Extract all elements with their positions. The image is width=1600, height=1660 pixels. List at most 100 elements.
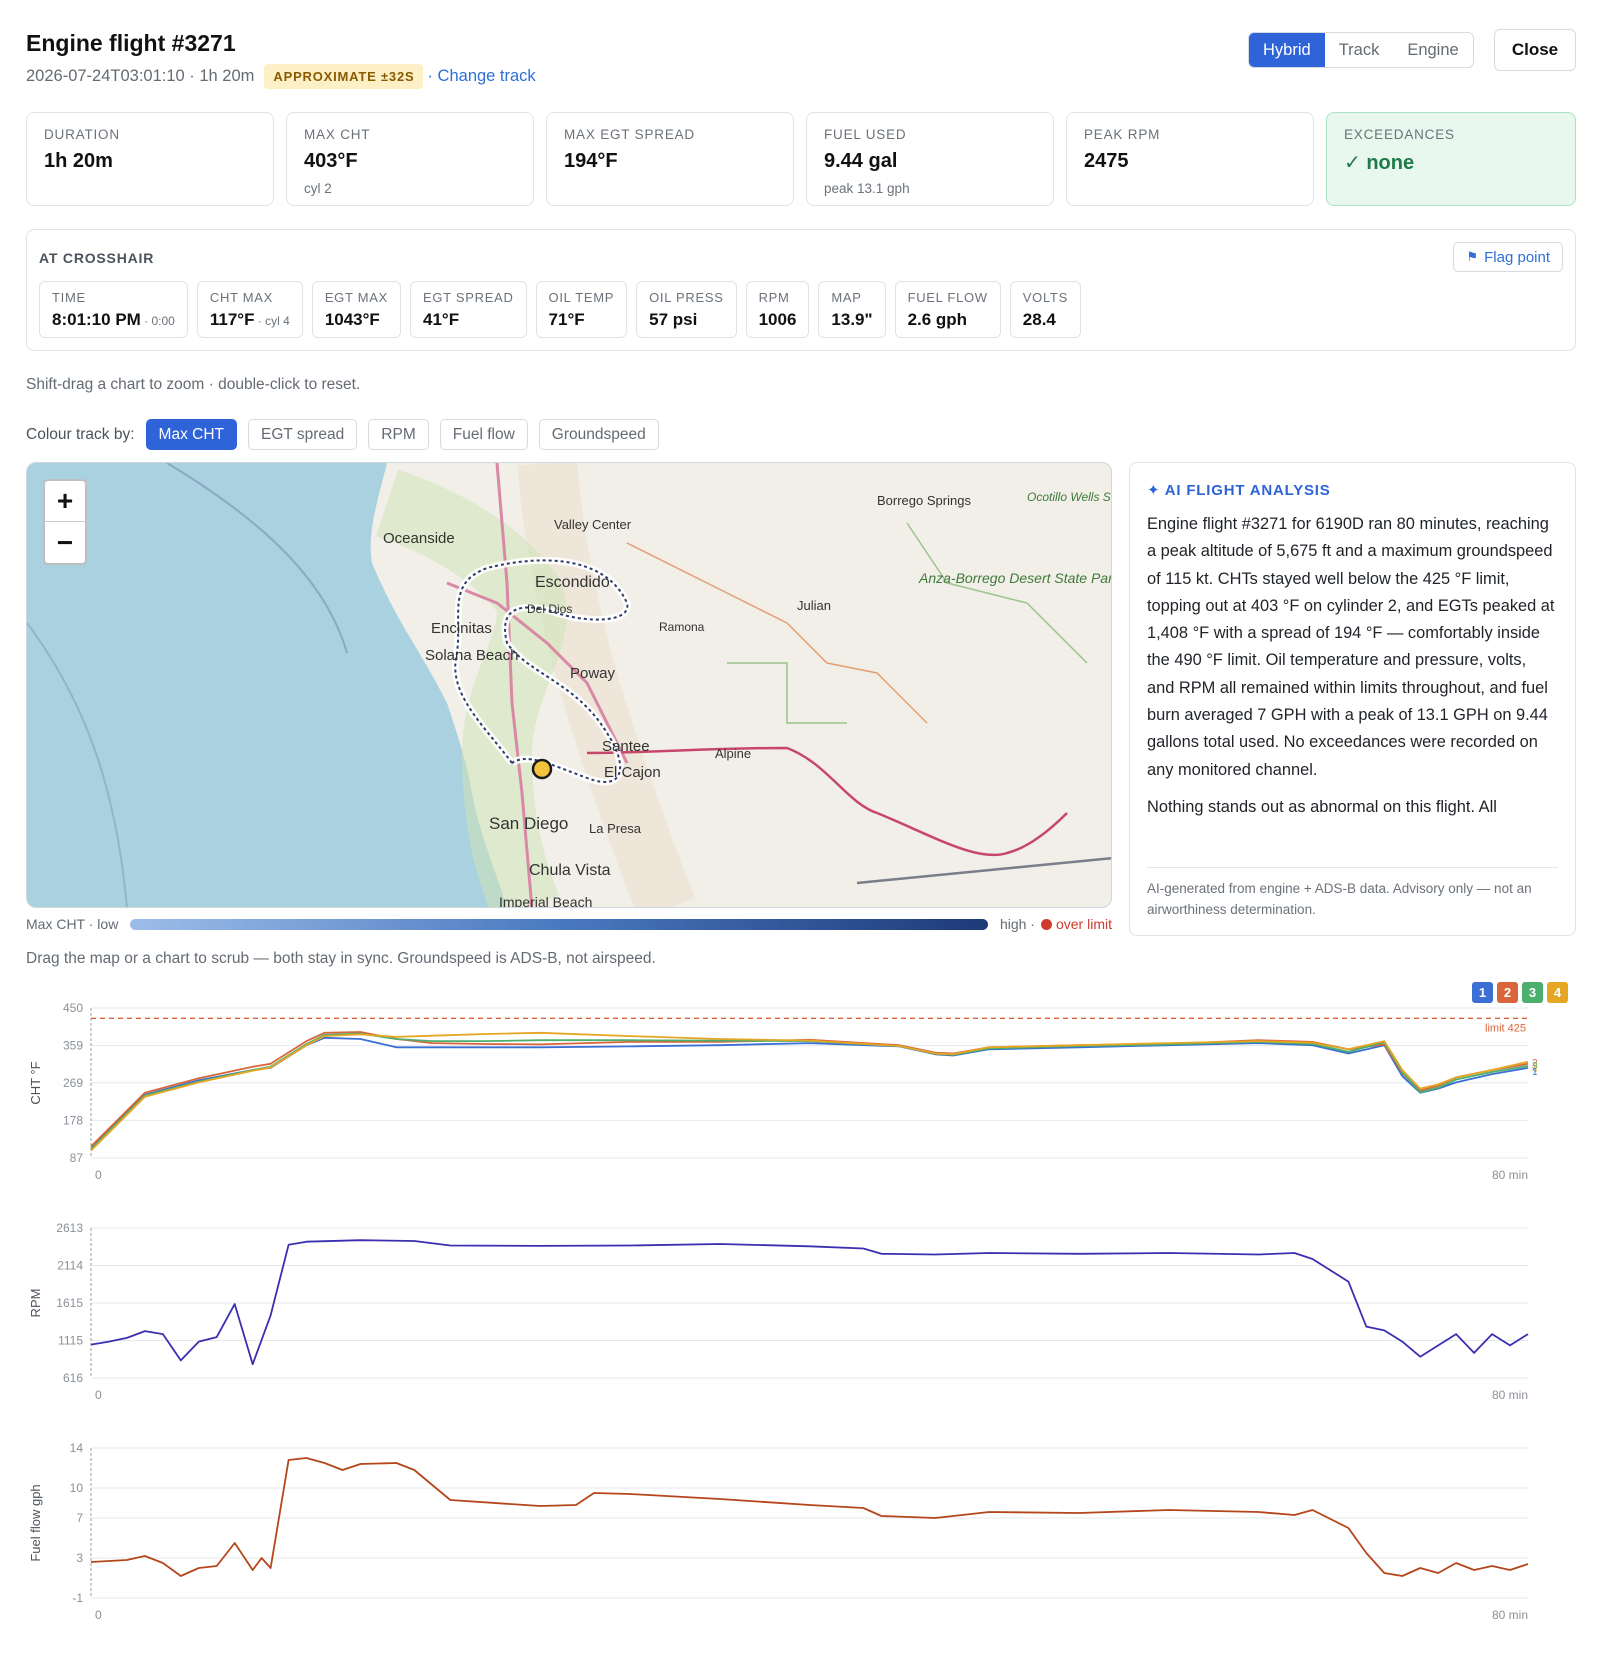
colour-option-fuel-flow[interactable]: Fuel flow	[439, 419, 528, 450]
y-axis-label: CHT °F	[28, 1061, 43, 1104]
series-end-label: 4	[1532, 1064, 1538, 1075]
highway	[446, 581, 629, 764]
y-tick-label: 616	[63, 1371, 83, 1385]
legend-over-label: over limit	[1055, 916, 1112, 932]
view-toggle: Hybrid Track Engine	[1248, 32, 1474, 68]
chip-value: 57 psi	[649, 310, 698, 329]
chip-value: 2.6 gph	[907, 310, 968, 329]
crosshair-values: TIME 8:01:10 PM · 0:00 CHT MAX 117°F · cyl…	[39, 281, 1081, 338]
chip-value: 71°F	[548, 310, 585, 329]
cyl-1-toggle[interactable]: 1	[1472, 982, 1493, 1003]
chip-value: 28.4	[1022, 310, 1056, 329]
colour-option-max-cht[interactable]: Max CHT	[145, 419, 237, 450]
ai-analysis-text: Nothing stands out as abnormal on this f…	[1147, 797, 1497, 816]
y-tick-label: 2613	[56, 1221, 83, 1235]
flag-point-button[interactable]: ⚑ Flag point	[1453, 242, 1563, 272]
zoom-out-button[interactable]: −	[56, 526, 74, 558]
stat-value: 194°F	[564, 150, 618, 172]
place-label: Ramona	[659, 620, 705, 634]
legend-low-label: Max CHT · low	[26, 916, 119, 932]
rpm-chart[interactable]: 2613 2114 1615 1115 616 0 80 min RPM	[26, 1216, 1586, 1406]
crosshair-panel: AT CROSSHAIR ⚑ Flag point TIME 8:01:10 PM…	[26, 229, 1576, 351]
chip-value: 8:01:10 PM	[52, 310, 141, 329]
y-tick-label: 178	[63, 1113, 83, 1127]
y-axis-label: RPM	[28, 1289, 43, 1318]
colour-option-groundspeed[interactable]: Groundspeed	[538, 419, 659, 450]
place-label: Solana Beach	[425, 647, 518, 664]
flight-subtitle: 2026-07-24T03:01:10 · 1h 20m APPROXIMATE…	[26, 64, 536, 89]
tab-engine[interactable]: Engine	[1407, 40, 1459, 59]
chip-oil-temp: OIL TEMP 71°F	[535, 281, 628, 338]
chip-value: 13.9"	[831, 310, 873, 329]
map-canvas: Oceanside Valley Center Escondido Del Di…	[27, 463, 1112, 907]
flag-icon: ⚑	[1466, 249, 1479, 264]
chip-egt-spread: EGT SPREAD 41°F	[409, 281, 527, 338]
y-tick-label: 450	[63, 1001, 83, 1015]
chip-label: MAP	[831, 290, 862, 305]
place-label: El Cajon	[604, 764, 661, 781]
map-colour-legend: Max CHT · low high · over limit	[26, 916, 1112, 932]
chip-label: EGT SPREAD	[422, 290, 514, 305]
place-label: Alpine	[715, 746, 751, 761]
chip-label: EGT MAX	[324, 290, 388, 305]
chip-label: TIME	[52, 290, 86, 305]
place-label: Santee	[602, 738, 650, 755]
aircraft-position-marker[interactable]	[531, 758, 553, 780]
place-label: Encinitas	[431, 620, 492, 637]
chip-label: VOLTS	[1022, 290, 1068, 305]
chip-value: 1006	[758, 310, 797, 329]
series-end-label: 3	[1532, 1061, 1538, 1072]
y-tick-label: 3	[76, 1551, 83, 1565]
stat-card-exceedances: EXCEEDANCES ✓ none	[1326, 112, 1576, 206]
place-label: Del Dios	[527, 602, 572, 616]
x-tick-label: 0	[95, 1168, 102, 1182]
chip-label: CHT MAX	[209, 290, 274, 305]
ai-analysis-panel: ✦ AI FLIGHT ANALYSIS Engine flight #3271…	[1129, 462, 1576, 936]
stat-value: 2475	[1084, 150, 1129, 172]
series-line-4	[90, 1031, 1529, 1152]
highway	[586, 746, 1068, 857]
chip-sub: · 0:00	[140, 314, 175, 328]
y-tick-label: 7	[76, 1511, 83, 1525]
cyl-2-toggle[interactable]: 2	[1497, 982, 1518, 1003]
flight-track	[454, 559, 629, 783]
tab-track[interactable]: Track	[1338, 40, 1380, 59]
zoom-in-button[interactable]: +	[45, 481, 85, 522]
legend-gradient	[130, 918, 988, 930]
y-tick-label: 2114	[57, 1258, 83, 1272]
stat-value: 403°F	[304, 150, 358, 172]
x-tick-label: 0	[95, 1608, 102, 1622]
place-label: Oceanside	[383, 530, 455, 547]
stat-label: FUEL USED	[824, 127, 907, 142]
cyl-4-toggle[interactable]: 4	[1547, 982, 1568, 1003]
place-label: Ocotillo Wells State Vehicular Recreatio…	[1027, 490, 1112, 504]
cyl-3-toggle[interactable]: 3	[1522, 982, 1543, 1003]
chip-label: OIL TEMP	[548, 290, 615, 305]
place-label: Escondido	[535, 574, 610, 591]
track-map[interactable]: Oceanside Valley Center Escondido Del Di…	[26, 462, 1112, 908]
stat-card-fuel-used: FUEL USED 9.44 gal peak 13.1 gph	[806, 112, 1054, 206]
fuel-flow-chart[interactable]: 14 10 7 3 -1 0 80 min Fuel flow gph	[26, 1436, 1586, 1626]
boundary	[727, 662, 847, 724]
stat-card-egt-spread: MAX EGT SPREAD 194°F	[546, 112, 794, 206]
chip-value: 1043°F	[324, 310, 380, 329]
close-button[interactable]: Close	[1494, 29, 1576, 71]
stat-card-duration: DURATION 1h 20m	[26, 112, 274, 206]
change-track-link[interactable]: · Change track	[427, 67, 536, 85]
colour-option-rpm[interactable]: RPM	[368, 419, 429, 450]
ai-analysis-heading: ✦ AI FLIGHT ANALYSIS	[1147, 482, 1331, 499]
tab-hybrid[interactable]: Hybrid	[1249, 33, 1325, 67]
series-line-2	[90, 1031, 1529, 1148]
y-tick-label: 1615	[56, 1296, 83, 1310]
flight-datetime: 2026-07-24T03:01:10 · 1h 20m	[26, 67, 255, 85]
scrub-hint: Drag the map or a chart to scrub — both …	[26, 950, 656, 967]
over-limit-dot-icon	[1040, 919, 1052, 930]
place-label: La Presa	[589, 821, 642, 836]
chip-sub: · cyl 4	[254, 314, 290, 328]
place-label: Borrego Springs	[877, 493, 971, 508]
stat-card-max-cht: MAX CHT 403°F cyl 2	[286, 112, 534, 206]
chip-cht-max: CHT MAX 117°F · cyl 4	[196, 281, 303, 338]
colour-option-egt-spread[interactable]: EGT spread	[248, 419, 358, 450]
